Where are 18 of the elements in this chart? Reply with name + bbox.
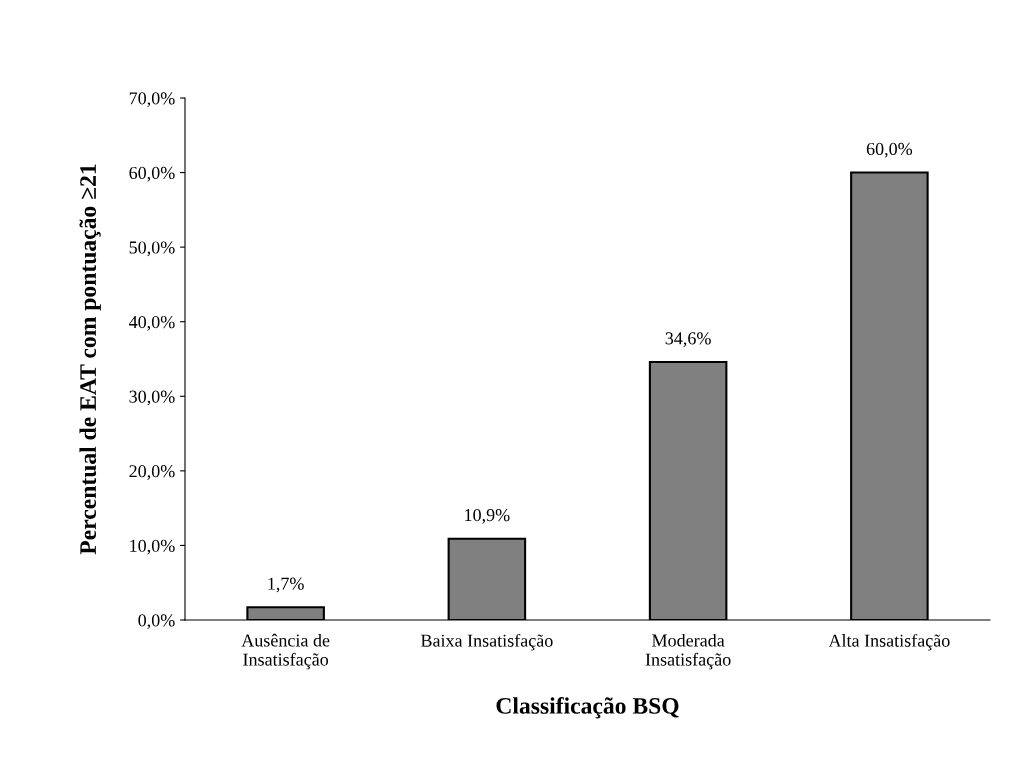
y-tick-label: 50,0% [129, 241, 175, 257]
x-tick-label: Alta Insatisfação [828, 633, 950, 651]
x-tick-label: Baixa Insatisfação [420, 633, 553, 651]
data-label: 10,9% [465, 508, 510, 524]
x-axis-title: Classificação BSQ [496, 696, 679, 719]
y-tick-label: 70,0% [129, 92, 175, 108]
data-label: 34,6% [665, 332, 711, 348]
y-tick-label: 10,0% [130, 539, 175, 555]
y-tick-label: 40,0% [128, 315, 175, 331]
y-axis-title: Percentual de EAT com pontuação ≥21 [79, 164, 101, 555]
x-tick-label: Ausência de Insatisfação [241, 633, 330, 670]
data-label: 60,0% [866, 142, 913, 158]
y-tick-label: 60,0% [129, 166, 175, 182]
y-tick-label: 20,0% [129, 465, 175, 480]
x-tick-label: Moderada Insatisfação [645, 633, 731, 670]
data-label: 1,7% [268, 577, 304, 593]
y-tick-label: 30,0% [129, 390, 175, 406]
y-tick-label: 0,0% [138, 614, 175, 630]
